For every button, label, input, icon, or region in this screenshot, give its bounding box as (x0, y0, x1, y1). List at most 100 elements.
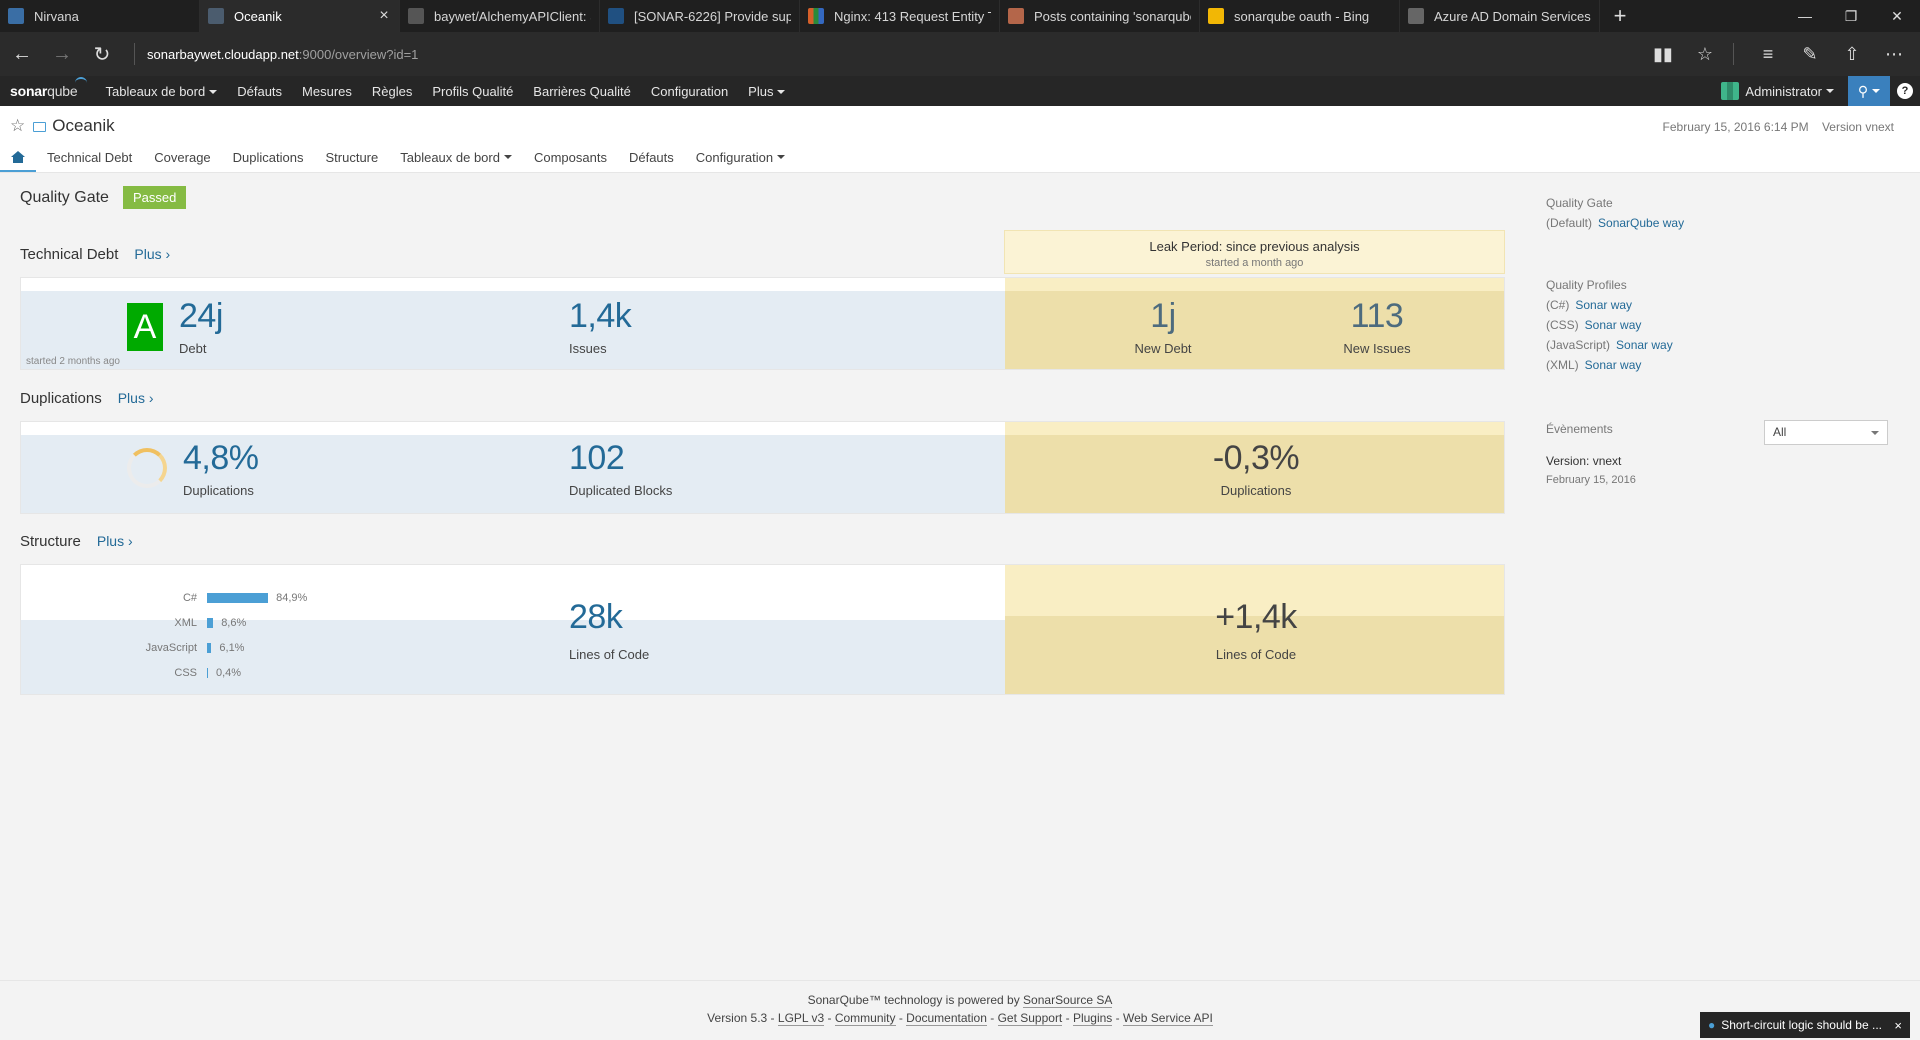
new-issues-value[interactable]: 113 (1350, 297, 1404, 335)
overview-sidebar: Quality Gate (Default) SonarQube way Qual… (1546, 196, 1896, 486)
sonarqube-favicon-icon (208, 8, 224, 24)
nav-configuration[interactable]: Configuration (650, 83, 729, 99)
leak-period-header: Leak Period: since previous analysis sta… (1004, 230, 1505, 274)
close-icon[interactable]: × (1894, 1017, 1902, 1033)
more-link[interactable]: Plus › (96, 533, 133, 549)
forward-arrow-icon[interactable]: → (52, 42, 72, 65)
nav-quality-gates[interactable]: Barrières Qualité (533, 83, 631, 99)
tab-components[interactable]: Composants (533, 149, 607, 165)
duplicated-blocks-label: Duplicated Blocks (569, 483, 673, 498)
leak-period-subtitle: started a month ago (1205, 257, 1304, 269)
hub-icon[interactable]: ≡ (1762, 43, 1774, 64)
new-duplication-label: Duplications (1220, 483, 1292, 498)
license-link[interactable]: LGPL v3 (777, 1011, 825, 1026)
bing-favicon-icon (1208, 8, 1224, 24)
nav-measures[interactable]: Mesures (302, 83, 352, 99)
nav-issues[interactable]: Défauts (237, 83, 283, 99)
community-link[interactable]: Community (834, 1011, 896, 1026)
new-debt-value[interactable]: 1j (1150, 297, 1176, 335)
duplication-density-label: Duplications (183, 483, 254, 498)
reading-view-icon[interactable]: ▮▮ (1653, 43, 1673, 64)
browser-tab[interactable]: sonarqube oauth - Bing (1200, 0, 1400, 32)
language-percent: 0,4% (216, 667, 242, 679)
browser-tab[interactable]: [SONAR-6226] Provide supp (600, 0, 800, 32)
restore-icon[interactable]: ❐ (1844, 7, 1858, 24)
favorite-star-icon[interactable]: ☆ (1696, 43, 1714, 64)
browser-tab[interactable]: baywet/AlchemyAPIClient: S (400, 0, 600, 32)
share-icon[interactable]: ⇧ (1844, 43, 1860, 64)
nav-more[interactable]: Plus (748, 84, 786, 99)
more-link[interactable]: Plus › (117, 390, 154, 406)
refresh-icon[interactable]: ↻ (93, 43, 111, 66)
close-window-icon[interactable]: ✕ (1891, 7, 1903, 24)
browser-tab[interactable]: Azure AD Domain Services i (1400, 0, 1600, 32)
language-percent: 84,9% (276, 592, 308, 604)
nav-rules[interactable]: Règles (371, 83, 413, 99)
card-band (21, 435, 1005, 513)
help-button[interactable]: ? (1890, 76, 1920, 106)
language-row[interactable]: C# 84,9% (141, 591, 307, 605)
profile-link[interactable]: Sonar way (1584, 318, 1642, 332)
sonarsource-link[interactable]: SonarSource SA (1023, 993, 1113, 1008)
minimize-icon[interactable]: — (1798, 8, 1812, 24)
debt-rating[interactable]: A (127, 303, 163, 351)
nav-dashboards[interactable]: Tableaux de bord (105, 84, 218, 99)
events-filter-select[interactable]: All (1764, 420, 1888, 445)
documentation-link[interactable]: Documentation (906, 1011, 987, 1026)
close-tab-icon[interactable]: × (379, 7, 389, 24)
support-link[interactable]: Get Support (997, 1011, 1063, 1026)
tab-configuration[interactable]: Configuration (685, 144, 796, 172)
section-title-technical-debt: Technical Debt Plus › (20, 246, 170, 263)
quality-gate-link[interactable]: SonarQube way (1598, 216, 1685, 230)
tab-home[interactable] (0, 144, 36, 172)
profile-link[interactable]: Sonar way (1584, 358, 1642, 372)
debt-value[interactable]: 24j (179, 297, 223, 335)
issues-value[interactable]: 1,4k (569, 297, 632, 335)
lines-of-code-label: Lines of Code (569, 647, 650, 662)
url-field[interactable]: sonarbaywet.cloudapp.net:9000/overview?i… (147, 47, 418, 62)
tab-technical-debt[interactable]: Technical Debt (47, 149, 133, 165)
tab-coverage[interactable]: Coverage (154, 149, 211, 165)
powershell-favicon-icon (8, 8, 24, 24)
web-note-icon[interactable]: ✎ (1802, 43, 1818, 64)
language-row[interactable]: JavaScript 6,1% (141, 641, 245, 655)
language-row[interactable]: CSS 0,4% (141, 666, 241, 680)
new-tab-button[interactable]: + (1613, 3, 1627, 28)
lines-of-code-value[interactable]: 28k (569, 598, 623, 636)
duplicated-blocks-value[interactable]: 102 (569, 439, 625, 477)
new-lines-of-code-value[interactable]: +1,4k (1215, 598, 1297, 636)
leak-band (1005, 565, 1504, 616)
browser-tab-active[interactable]: Oceanik × (200, 0, 400, 32)
logo-text: qube (47, 83, 78, 99)
new-duplication-value[interactable]: -0,3% (1212, 439, 1300, 477)
browser-tab[interactable]: Nirvana (0, 0, 200, 32)
profile-link[interactable]: Sonar way (1575, 298, 1633, 312)
more-icon[interactable]: ⋯ (1885, 43, 1903, 64)
tab-structure[interactable]: Structure (325, 149, 379, 165)
search-button[interactable]: ⚲ (1848, 76, 1890, 106)
notification-toast[interactable]: ● Short-circuit logic should be ... × (1700, 1012, 1910, 1038)
web-service-api-link[interactable]: Web Service API (1122, 1011, 1213, 1026)
plugins-link[interactable]: Plugins (1072, 1011, 1113, 1026)
leak-band (1005, 616, 1504, 694)
profile-link[interactable]: Sonar way (1616, 338, 1673, 352)
tab-duplications[interactable]: Duplications (232, 149, 304, 165)
project-title[interactable]: Oceanik (52, 116, 115, 135)
browser-tab[interactable]: Posts containing 'sonarqube (1000, 0, 1200, 32)
project-version: Version vnext (1821, 120, 1894, 134)
profile-language: (XML) (1546, 358, 1579, 372)
browser-tab[interactable]: Nginx: 413 Request Entity T (800, 0, 1000, 32)
user-menu[interactable]: Administrator (1721, 82, 1834, 100)
card-band (21, 278, 1005, 291)
language-name: C# (182, 592, 197, 604)
tab-dashboards[interactable]: Tableaux de bord (389, 144, 523, 172)
more-link[interactable]: Plus › (134, 246, 171, 262)
back-arrow-icon[interactable]: ← (12, 42, 32, 65)
favorite-star-icon[interactable]: ☆ (10, 116, 26, 135)
logo-text: sonar (10, 83, 48, 99)
duplication-density-value[interactable]: 4,8% (183, 439, 259, 477)
sonarqube-logo[interactable]: sonarqube (10, 77, 88, 99)
language-row[interactable]: XML 8,6% (141, 616, 246, 630)
nav-quality-profiles[interactable]: Profils Qualité (432, 83, 514, 99)
tab-issues[interactable]: Défauts (628, 149, 674, 165)
